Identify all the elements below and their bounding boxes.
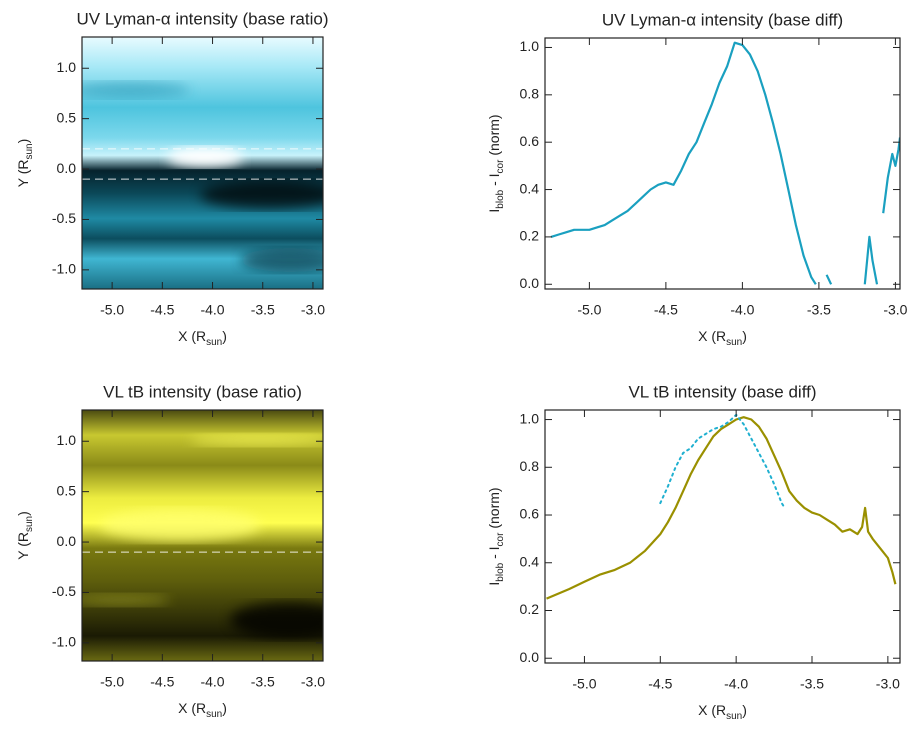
series-line xyxy=(550,41,900,285)
y-tick-label: 0.2 xyxy=(520,228,540,244)
x-axis-label: X (Rsun) xyxy=(178,700,227,720)
x-tick-label: -5.0 xyxy=(100,674,124,690)
y-axis-label-part: cor xyxy=(495,159,506,174)
y-tick-label: -0.5 xyxy=(52,210,76,226)
y-tick-label: 1.0 xyxy=(57,59,77,75)
x-tick-label: -3.0 xyxy=(301,302,325,318)
y-axis-label-part: Y (R xyxy=(15,160,31,188)
x-tick-label: -4.5 xyxy=(648,676,672,692)
x-tick-label: -4.0 xyxy=(724,676,748,692)
y-tick-label: 0.8 xyxy=(520,86,540,102)
y-tick-label: 0.4 xyxy=(520,180,540,196)
x-axis-label: X (Rsun) xyxy=(698,702,747,722)
x-axis-label-part: ) xyxy=(222,328,227,344)
y-axis-label-part: ) xyxy=(15,139,31,144)
y-tick-label: -1.0 xyxy=(52,261,76,277)
chart-title: UV Lyman-α intensity (base ratio) xyxy=(76,9,328,28)
x-axis-label-part: sun xyxy=(726,711,742,722)
x-axis-label-part: X (R xyxy=(698,702,726,718)
x-axis-label-part: ) xyxy=(222,700,227,716)
y-tick-label: 0.8 xyxy=(520,458,540,474)
y-tick-label: 0.2 xyxy=(520,601,540,617)
y-axis-label-part: I xyxy=(486,582,502,586)
y-tick-label: 0.0 xyxy=(57,160,77,176)
chart-title: VL tB intensity (base diff) xyxy=(628,382,816,401)
y-axis-label-part: - I xyxy=(486,173,502,189)
y-tick-label: 0.0 xyxy=(520,649,540,665)
x-tick-label: -3.5 xyxy=(807,302,831,318)
x-tick-label: -3.5 xyxy=(251,302,275,318)
x-axis-label-part: ) xyxy=(742,702,747,718)
y-tick-label: 0.0 xyxy=(57,533,77,549)
plot-area xyxy=(550,41,900,285)
y-tick-label: 0.0 xyxy=(520,275,540,291)
y-axis-label-part: - I xyxy=(486,546,502,562)
y-axis-label-part: I xyxy=(486,209,502,213)
y-tick-label: 0.5 xyxy=(57,482,77,498)
x-axis-label-part: sun xyxy=(206,337,222,348)
x-tick-label: -4.5 xyxy=(150,674,174,690)
x-axis-label: X (Rsun) xyxy=(698,328,747,348)
series-line xyxy=(659,413,786,509)
x-axis-label-part: ) xyxy=(742,328,747,344)
x-tick-label: -4.5 xyxy=(654,302,678,318)
x-axis-label: X (Rsun) xyxy=(178,328,227,348)
chart-title: VL tB intensity (base ratio) xyxy=(103,382,302,401)
chart-title: UV Lyman-α intensity (base diff) xyxy=(602,10,843,29)
x-tick-label: -4.0 xyxy=(200,674,224,690)
x-axis-label-part: sun xyxy=(726,337,742,348)
x-tick-label: -5.0 xyxy=(577,302,601,318)
x-tick-label: -4.0 xyxy=(200,302,224,318)
plot-frame xyxy=(544,409,901,664)
y-axis-label-part: blob xyxy=(495,562,506,581)
x-tick-label: -5.0 xyxy=(572,676,596,692)
y-axis-label-part: Y (R xyxy=(15,532,31,560)
y-axis-label: Y (Rsun) xyxy=(15,139,35,188)
plot-area xyxy=(546,413,897,600)
y-tick-label: -1.0 xyxy=(52,634,76,650)
y-axis-label-part: ) xyxy=(15,511,31,516)
y-axis-label-part: blob xyxy=(495,189,506,208)
x-tick-label: -3.0 xyxy=(883,302,907,318)
x-tick-label: -5.0 xyxy=(100,302,124,318)
plot-frame xyxy=(544,37,901,290)
y-axis-label: Iblob - Icor (norm) xyxy=(486,487,506,585)
y-axis-label-part: (norm) xyxy=(486,487,502,532)
y-axis-label-part: cor xyxy=(495,532,506,547)
y-tick-label: 0.5 xyxy=(57,109,77,125)
plot-frame xyxy=(81,36,324,290)
y-tick-label: 0.6 xyxy=(520,506,540,522)
series-line xyxy=(546,416,897,600)
x-axis-label-part: X (R xyxy=(178,700,206,716)
y-axis-label: Y (Rsun) xyxy=(15,511,35,560)
y-axis-label-part: sun xyxy=(24,516,35,532)
y-axis-label-part: (norm) xyxy=(486,114,502,159)
vl-image xyxy=(82,410,323,661)
x-tick-label: -3.0 xyxy=(876,676,900,692)
x-tick-label: -4.5 xyxy=(150,302,174,318)
x-axis-label-part: X (R xyxy=(178,328,206,344)
x-tick-label: -4.0 xyxy=(730,302,754,318)
y-tick-label: -0.5 xyxy=(52,583,76,599)
uv-image xyxy=(82,37,323,289)
x-axis-label-part: sun xyxy=(206,709,222,720)
y-tick-label: 0.4 xyxy=(520,553,540,569)
y-tick-label: 0.6 xyxy=(520,133,540,149)
plot-frame xyxy=(81,409,324,662)
x-axis-label-part: X (R xyxy=(698,328,726,344)
y-axis-label-part: sun xyxy=(24,143,35,159)
x-tick-label: -3.5 xyxy=(251,674,275,690)
y-axis-label: Iblob - Icor (norm) xyxy=(486,114,506,212)
x-tick-label: -3.5 xyxy=(800,676,824,692)
y-tick-label: 1.0 xyxy=(520,410,540,426)
y-tick-label: 1.0 xyxy=(57,432,77,448)
y-tick-label: 1.0 xyxy=(520,38,540,54)
x-tick-label: -3.0 xyxy=(301,674,325,690)
